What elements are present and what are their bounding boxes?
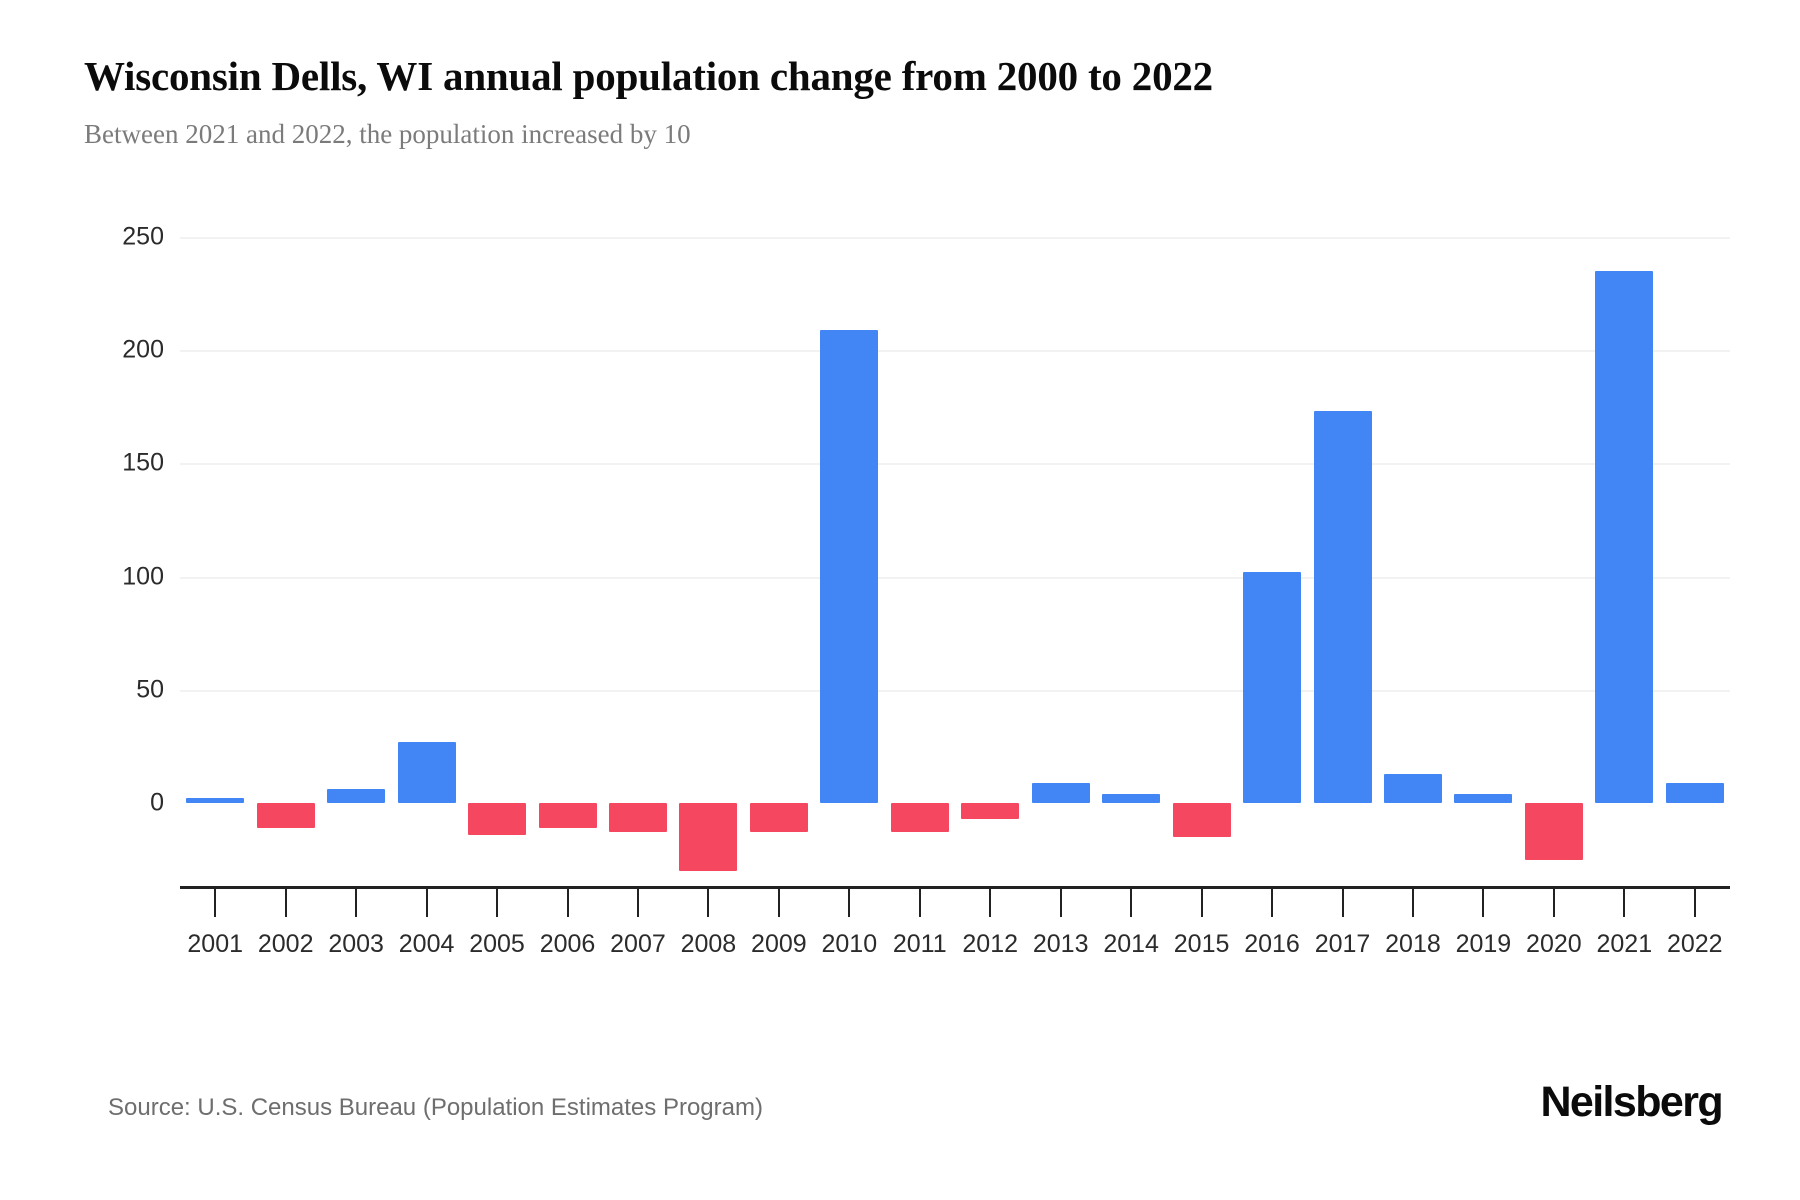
x-axis-tick-mark — [1693, 889, 1696, 917]
y-axis-tick-label: 150 — [122, 448, 164, 477]
x-axis-tick-label-2015: 2015 — [1173, 930, 1230, 958]
x-axis-tick-mark — [1482, 889, 1485, 917]
bar-2021[interactable] — [1595, 270, 1654, 803]
x-axis-tick-mark — [214, 889, 217, 917]
x-axis-tick-mark — [707, 889, 710, 917]
x-axis-tick-label-2022: 2022 — [1666, 930, 1723, 958]
x-axis-tick-mark — [1271, 889, 1274, 917]
gridline — [180, 237, 1730, 239]
bar-2002[interactable] — [256, 803, 315, 828]
x-axis-tick-label-2005: 2005 — [469, 930, 525, 958]
gridline — [180, 576, 1730, 579]
x-axis-tick-mark — [1059, 889, 1062, 917]
x-axis-tick-mark — [918, 889, 921, 917]
x-axis-tick-mark — [1200, 889, 1203, 917]
x-axis-tick-label-2012: 2012 — [962, 930, 1019, 958]
x-axis-tick-label-2019: 2019 — [1455, 930, 1512, 958]
x-axis-tick-mark — [1411, 889, 1414, 917]
y-axis-tick-label: 100 — [122, 562, 164, 591]
x-axis-tick-label-2010: 2010 — [821, 930, 878, 958]
x-axis-tick-mark — [848, 889, 851, 917]
y-axis-tick-label: 50 — [136, 675, 164, 704]
bar-2009[interactable] — [749, 803, 808, 833]
x-axis-tick-label-2013: 2013 — [1032, 930, 1089, 958]
x-axis-tick-label-2009: 2009 — [751, 930, 807, 958]
y-axis-tick-label: 250 — [122, 222, 164, 251]
x-axis-line — [180, 886, 1730, 889]
bar-2011[interactable] — [890, 803, 949, 833]
gridline — [180, 350, 1730, 353]
bar-2007[interactable] — [608, 803, 667, 833]
x-axis-tick-label-2017: 2017 — [1314, 930, 1371, 958]
x-axis-tick-label-2020: 2020 — [1526, 930, 1582, 958]
x-axis-tick-label-2014: 2014 — [1103, 930, 1159, 958]
bar-2014[interactable] — [1102, 793, 1161, 803]
x-axis-tick-label-2003: 2003 — [328, 930, 384, 958]
bar-2010[interactable] — [820, 329, 879, 803]
x-axis-tick-mark — [496, 889, 499, 917]
x-axis-tick-label-2007: 2007 — [610, 930, 666, 958]
y-axis-tick-label: 0 — [150, 788, 164, 817]
source-note: Source: U.S. Census Bureau (Population E… — [108, 1094, 763, 1121]
bar-2017[interactable] — [1313, 411, 1372, 803]
bar-2016[interactable] — [1243, 572, 1302, 803]
bar-2004[interactable] — [397, 741, 456, 803]
chart-subtitle: Between 2021 and 2022, the population in… — [84, 119, 691, 149]
bar-2012[interactable] — [961, 803, 1020, 819]
x-axis-tick-mark — [566, 889, 569, 917]
x-axis-tick-mark — [636, 889, 639, 917]
x-axis-tick-label-2006: 2006 — [539, 930, 596, 958]
gridline — [180, 689, 1730, 692]
x-axis-tick-mark — [1552, 889, 1555, 917]
bar-2015[interactable] — [1172, 803, 1231, 837]
x-axis-tick-mark — [425, 889, 428, 917]
x-axis-tick-label-2018: 2018 — [1385, 930, 1441, 958]
x-axis-tick-label-2002: 2002 — [257, 930, 314, 958]
bar-2001[interactable] — [186, 798, 245, 803]
bar-2003[interactable] — [327, 789, 386, 803]
x-axis-tick-mark — [284, 889, 287, 917]
bar-2019[interactable] — [1454, 793, 1513, 803]
x-axis-tick-mark — [1341, 889, 1344, 917]
x-axis-tick-label-2001: 2001 — [187, 930, 244, 958]
bar-2008[interactable] — [679, 803, 738, 871]
x-axis-tick-label-2008: 2008 — [680, 930, 737, 958]
x-axis-tick-label-2021: 2021 — [1596, 930, 1653, 958]
x-axis-tick-mark — [1130, 889, 1133, 917]
page-title: Wisconsin Dells, WI annual population ch… — [84, 53, 1213, 99]
x-axis-tick-mark — [355, 889, 358, 917]
x-axis-tick-label-2016: 2016 — [1244, 930, 1300, 958]
x-axis-tick-label-2004: 2004 — [398, 930, 455, 958]
bar-2022[interactable] — [1665, 782, 1724, 803]
bar-2020[interactable] — [1524, 803, 1583, 860]
bar-2005[interactable] — [468, 803, 527, 835]
x-axis-tick-mark — [1623, 889, 1626, 917]
bar-2018[interactable] — [1383, 773, 1442, 803]
x-axis-tick-label-2011: 2011 — [892, 930, 947, 958]
x-axis-tick-mark — [989, 889, 992, 917]
gridline — [180, 463, 1730, 466]
x-axis-tick-mark — [777, 889, 780, 917]
y-axis-tick-label: 200 — [122, 335, 164, 364]
bar-2006[interactable] — [538, 803, 597, 828]
chart-plot-area: 0 50 100 150 200 250 — [122, 223, 1730, 913]
bar-2013[interactable] — [1031, 782, 1090, 803]
brand-logo: Neilsberg — [1540, 1078, 1723, 1126]
